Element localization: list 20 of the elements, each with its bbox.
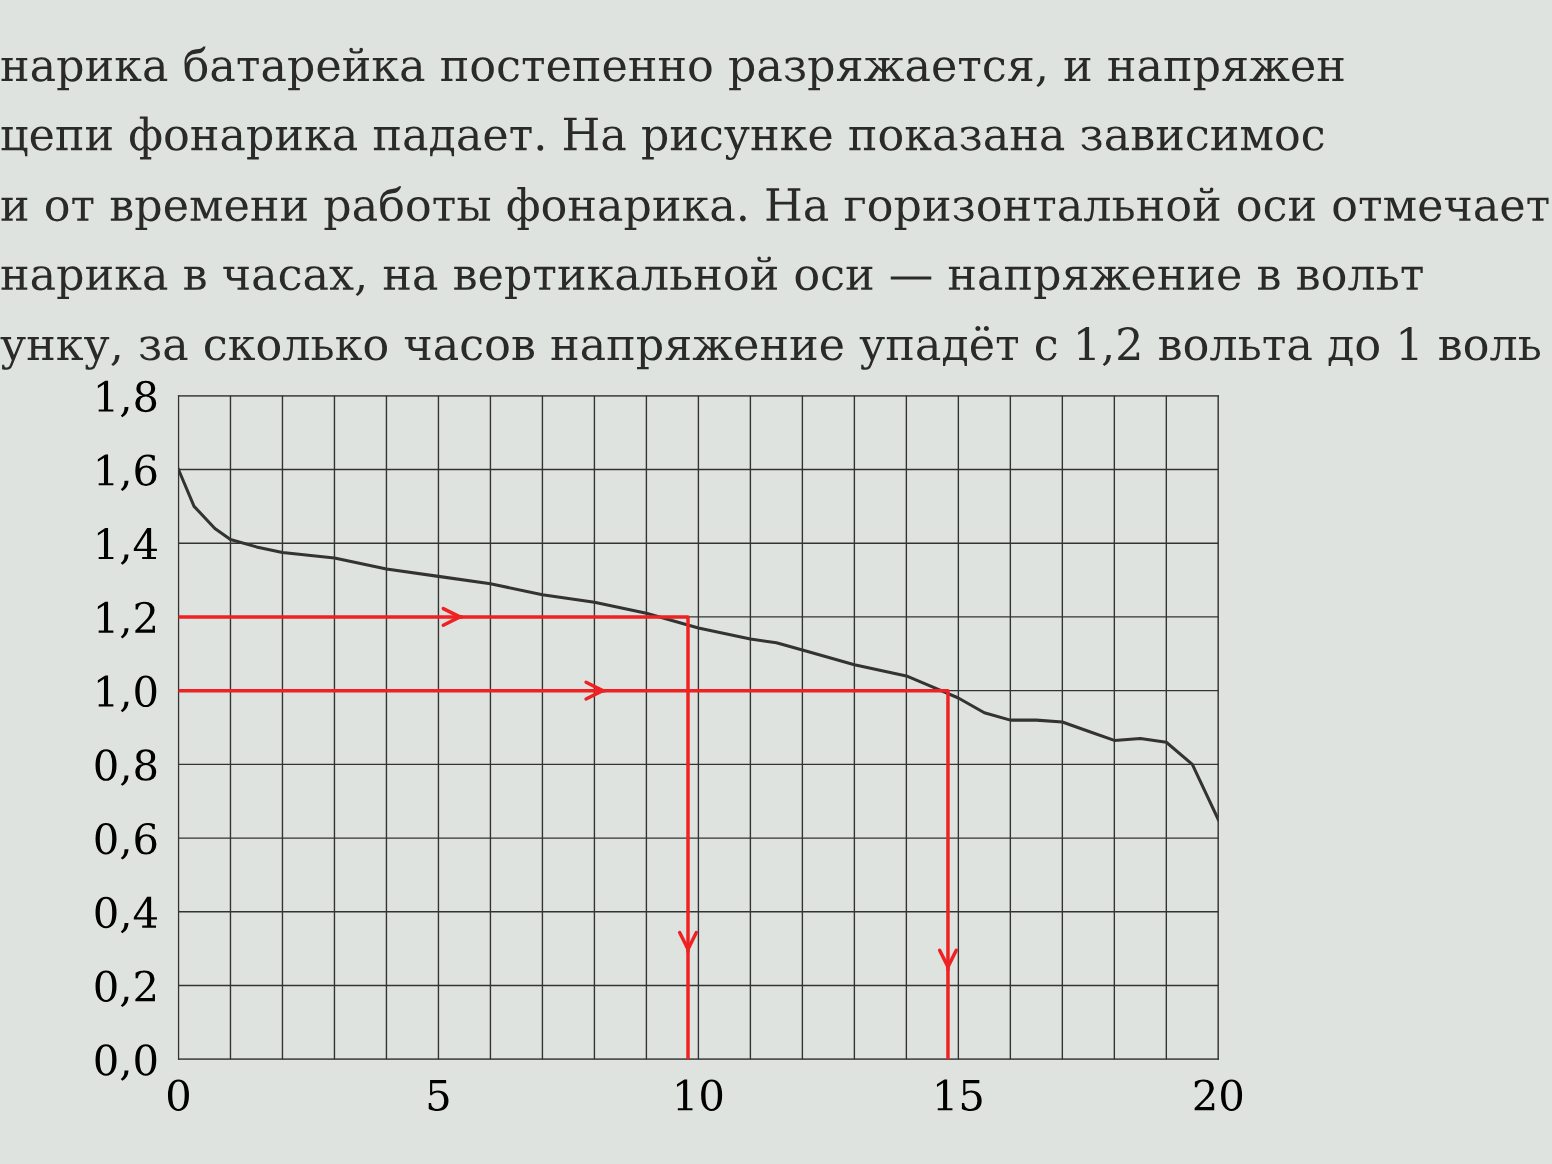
x-tick-label: 20: [1194, 1079, 1243, 1111]
text: нарика батарейка постепенно разряжается, и напряжен: [1, 46, 1344, 91]
y-tick-label: 1,0: [97, 675, 157, 713]
y-tick-label: 0,0: [95, 1044, 157, 1081]
y-tick-label: 0,2: [95, 970, 155, 1008]
x-tick-label: 10: [676, 1079, 723, 1111]
y-tick-label: 0,4: [95, 896, 157, 934]
x-tick-label: 15: [936, 1079, 982, 1111]
text: цепи фонарика падает. На рисунке показана зависимос: [1, 116, 1324, 161]
text: нарика в часах, на вертикальной оси — напряжение в вольт: [1, 256, 1423, 300]
text: унку, за сколько часов напряжение упадёт с 1,2 вольта до 1 воль: [0, 325, 1541, 370]
y-tick-label: 1,8: [97, 380, 157, 418]
y-tick-label: 0,6: [95, 822, 157, 860]
y-tick-label: 1,4: [97, 528, 157, 565]
y-tick-label: 0,8: [95, 749, 157, 786]
y-tick-label: 1,6: [97, 454, 157, 491]
x-tick-label: 0: [167, 1079, 189, 1111]
y-tick-label: 1,2: [97, 601, 155, 639]
text: и от времени работы фонарика. На горизонтальной оси отмечает: [1, 186, 1549, 230]
x-tick-label: 5: [428, 1079, 449, 1111]
